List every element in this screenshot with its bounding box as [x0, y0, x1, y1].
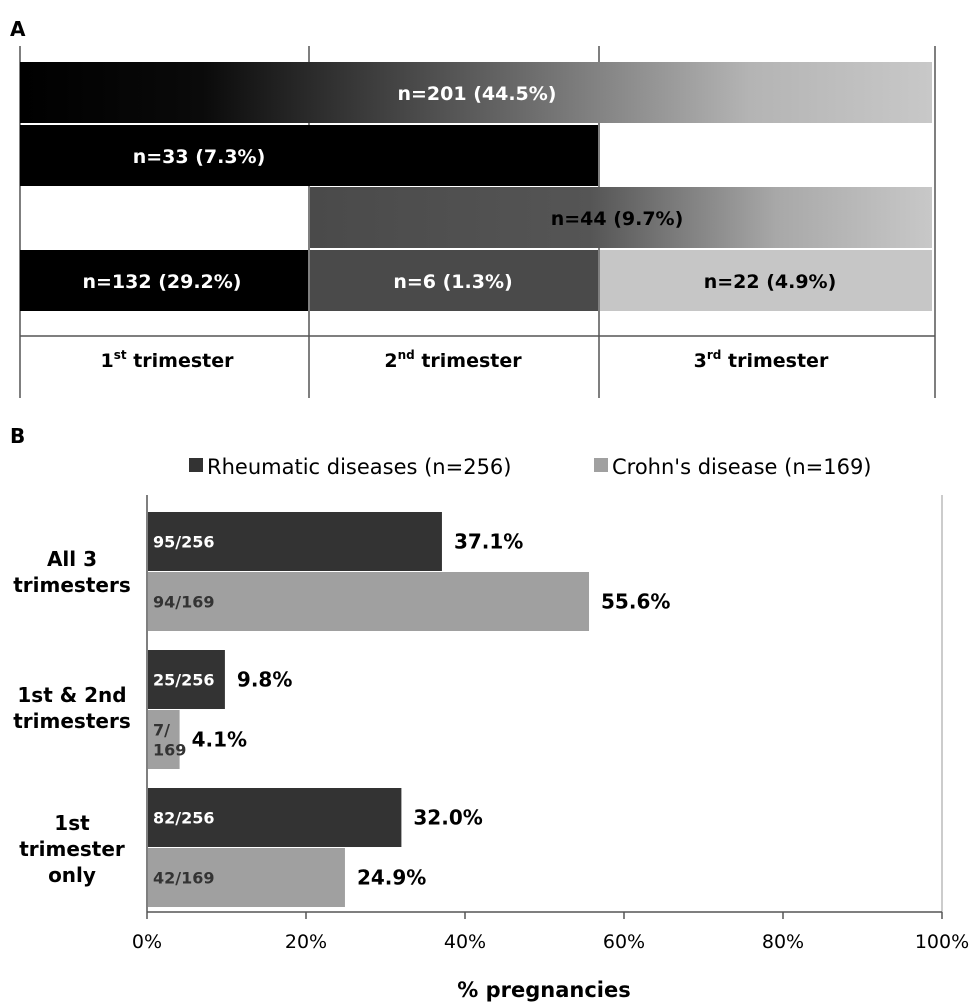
bar-value-label: 4.1%	[192, 728, 247, 752]
panel-a-column-label: 2nd trimester	[384, 348, 522, 372]
category-label: 1st	[54, 811, 90, 835]
x-tick-label: 60%	[603, 931, 645, 953]
bar	[148, 512, 442, 571]
bar	[148, 710, 180, 769]
category-label: only	[48, 863, 96, 887]
category-label: trimester	[19, 837, 125, 861]
bar	[148, 572, 590, 631]
x-tick-label: 20%	[285, 931, 327, 953]
panel-a-bar-label: n=132 (29.2%)	[82, 271, 241, 293]
legend-swatch	[189, 458, 203, 472]
panel-a-bar-label: n=6 (1.3%)	[393, 271, 512, 293]
bar-value-label: 37.1%	[454, 530, 523, 554]
panel-a-column-label: 3rd trimester	[694, 348, 829, 372]
panel-a-bar	[20, 62, 932, 123]
category-label: All 3	[47, 547, 97, 571]
x-tick-label: 100%	[915, 931, 969, 953]
legend-swatch	[594, 458, 608, 472]
bar	[148, 848, 345, 907]
bar-inner-label: 25/256	[153, 671, 215, 690]
bar-value-label: 55.6%	[601, 590, 670, 614]
panel-a: n=201 (44.5%) n=33 (7.3%) n=44 (9.7%) n=132…	[19, 46, 936, 398]
category-label: 1st & 2nd	[17, 683, 126, 707]
x-tick-label: 0%	[132, 931, 162, 953]
bar-inner-label: 82/256	[153, 809, 215, 828]
x-tick-label: 80%	[762, 931, 804, 953]
panel-a-bar-label: n=44 (9.7%)	[551, 208, 684, 230]
bar	[148, 650, 225, 709]
bar-inner-label: 7/	[153, 721, 170, 740]
bar-inner-label: 42/169	[153, 869, 215, 888]
bar-value-label: 24.9%	[357, 866, 426, 890]
legend-label: Crohn's disease (n=169)	[612, 455, 872, 479]
panel-a-letter: A	[10, 17, 26, 41]
bar-inner-label: 169	[153, 741, 186, 760]
category-label: trimesters	[13, 709, 130, 733]
legend-label: Rheumatic diseases (n=256)	[207, 455, 512, 479]
panel-a-bar-label: n=201 (44.5%)	[397, 83, 556, 105]
panel-a-column-label: 1st trimester	[100, 348, 234, 372]
x-axis-label: % pregnancies	[457, 978, 630, 1002]
bar-value-label: 32.0%	[413, 806, 482, 830]
panel-b-letter: B	[10, 424, 25, 448]
panel-a-bar-label: n=22 (4.9%)	[704, 271, 837, 293]
bar-inner-label: 95/256	[153, 533, 215, 552]
bar-value-label: 9.8%	[237, 668, 292, 692]
panel-a-bar	[20, 125, 598, 186]
bar-inner-label: 94/169	[153, 593, 215, 612]
panel-a-bar	[310, 187, 932, 248]
panel-a-bar	[20, 250, 308, 311]
category-label: trimesters	[13, 573, 130, 597]
panel-b: Rheumatic diseases (n=256) Crohn's diseas…	[13, 455, 969, 1002]
x-tick-label: 40%	[444, 931, 486, 953]
panel-a-bar-label: n=33 (7.3%)	[133, 146, 266, 168]
panel-a-bar	[600, 250, 932, 311]
bar	[148, 788, 402, 847]
panel-a-bar	[310, 250, 598, 311]
